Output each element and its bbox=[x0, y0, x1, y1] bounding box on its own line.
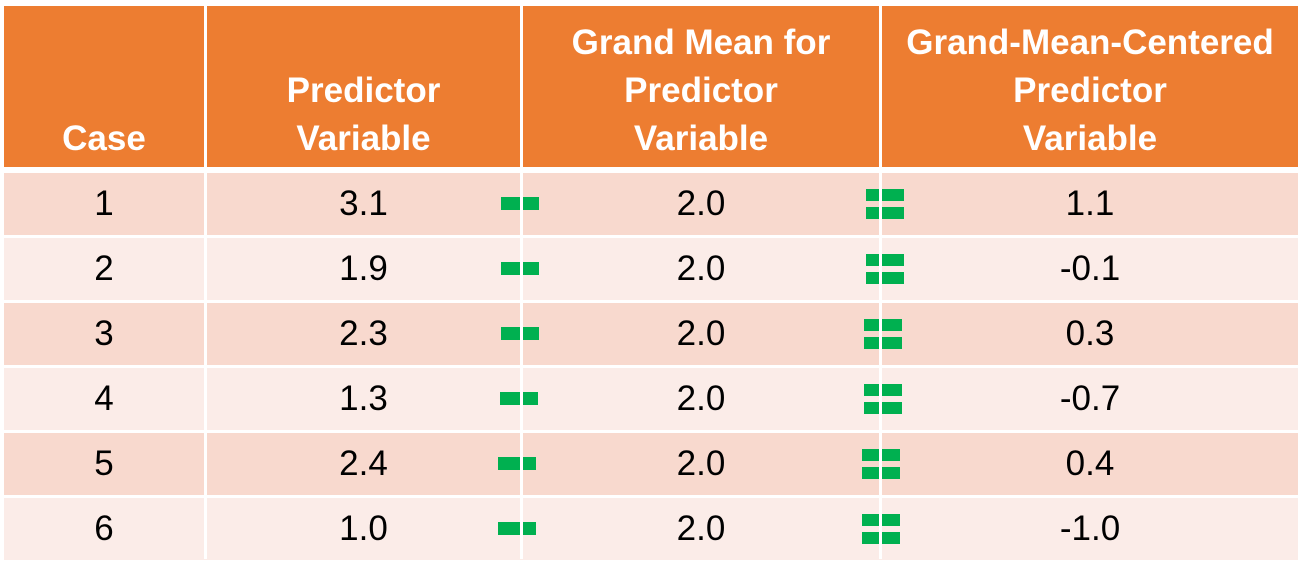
predictor-cell: 2.4 bbox=[339, 444, 388, 483]
grand-mean-cell: 2.0 bbox=[676, 184, 726, 223]
centered-cell: -0.7 bbox=[1059, 379, 1121, 418]
column-divider bbox=[204, 6, 207, 559]
case-cell: 6 bbox=[94, 509, 114, 548]
predictor-cell: 1.3 bbox=[339, 379, 388, 418]
predictor-cell: 2.3 bbox=[339, 314, 388, 353]
equals-icon bbox=[864, 319, 902, 349]
header-predictor-variable: Predictor Variable bbox=[207, 6, 520, 167]
centered-cell: -0.1 bbox=[1059, 249, 1121, 288]
header-grand-mean: Grand Mean for Predictor Variable bbox=[523, 6, 879, 167]
case-cell: 3 bbox=[94, 314, 114, 353]
predictor-cell: 3.1 bbox=[339, 184, 388, 223]
grand-mean-cell: 2.0 bbox=[676, 314, 726, 353]
minus-icon bbox=[500, 392, 538, 405]
table-row: 2 1.9 2.0 -0.1 bbox=[4, 238, 1298, 300]
table-row: 6 1.0 2.0 -1.0 bbox=[4, 498, 1298, 560]
centered-cell: 0.4 bbox=[1065, 444, 1115, 483]
predictor-cell: 1.9 bbox=[339, 249, 388, 288]
grand-mean-centering-table: Case Predictor Variable Grand Mean for P… bbox=[4, 6, 1298, 560]
header-case: Case bbox=[4, 6, 204, 167]
predictor-cell: 1.0 bbox=[339, 509, 388, 548]
centered-cell: -1.0 bbox=[1059, 509, 1121, 548]
case-cell: 5 bbox=[94, 444, 114, 483]
header-grand-mean-centered: Grand-Mean-Centered Predictor Variable bbox=[882, 6, 1298, 167]
column-divider bbox=[879, 6, 882, 559]
row-divider bbox=[4, 365, 1298, 368]
grand-mean-cell: 2.0 bbox=[676, 444, 726, 483]
row-divider bbox=[4, 495, 1298, 498]
minus-icon bbox=[498, 522, 536, 535]
case-cell: 4 bbox=[94, 379, 114, 418]
equals-icon bbox=[866, 189, 904, 219]
equals-icon bbox=[866, 254, 904, 284]
minus-icon bbox=[498, 457, 536, 470]
grand-mean-cell: 2.0 bbox=[676, 509, 726, 548]
table-row: 4 1.3 2.0 -0.7 bbox=[4, 368, 1298, 430]
table-row: 3 2.3 2.0 0.3 bbox=[4, 303, 1298, 365]
row-divider bbox=[4, 430, 1298, 433]
table-row: 1 3.1 2.0 1.1 bbox=[4, 173, 1298, 235]
header-divider bbox=[4, 167, 1298, 173]
row-divider bbox=[4, 300, 1298, 303]
case-cell: 1 bbox=[94, 184, 114, 223]
centered-cell: 1.1 bbox=[1065, 184, 1115, 223]
column-divider bbox=[520, 6, 523, 559]
equals-icon bbox=[864, 384, 902, 414]
case-cell: 2 bbox=[94, 249, 114, 288]
grand-mean-cell: 2.0 bbox=[676, 249, 726, 288]
centered-cell: 0.3 bbox=[1065, 314, 1115, 353]
row-divider bbox=[4, 235, 1298, 238]
grand-mean-cell: 2.0 bbox=[676, 379, 726, 418]
table-row: 5 2.4 2.0 0.4 bbox=[4, 433, 1298, 495]
